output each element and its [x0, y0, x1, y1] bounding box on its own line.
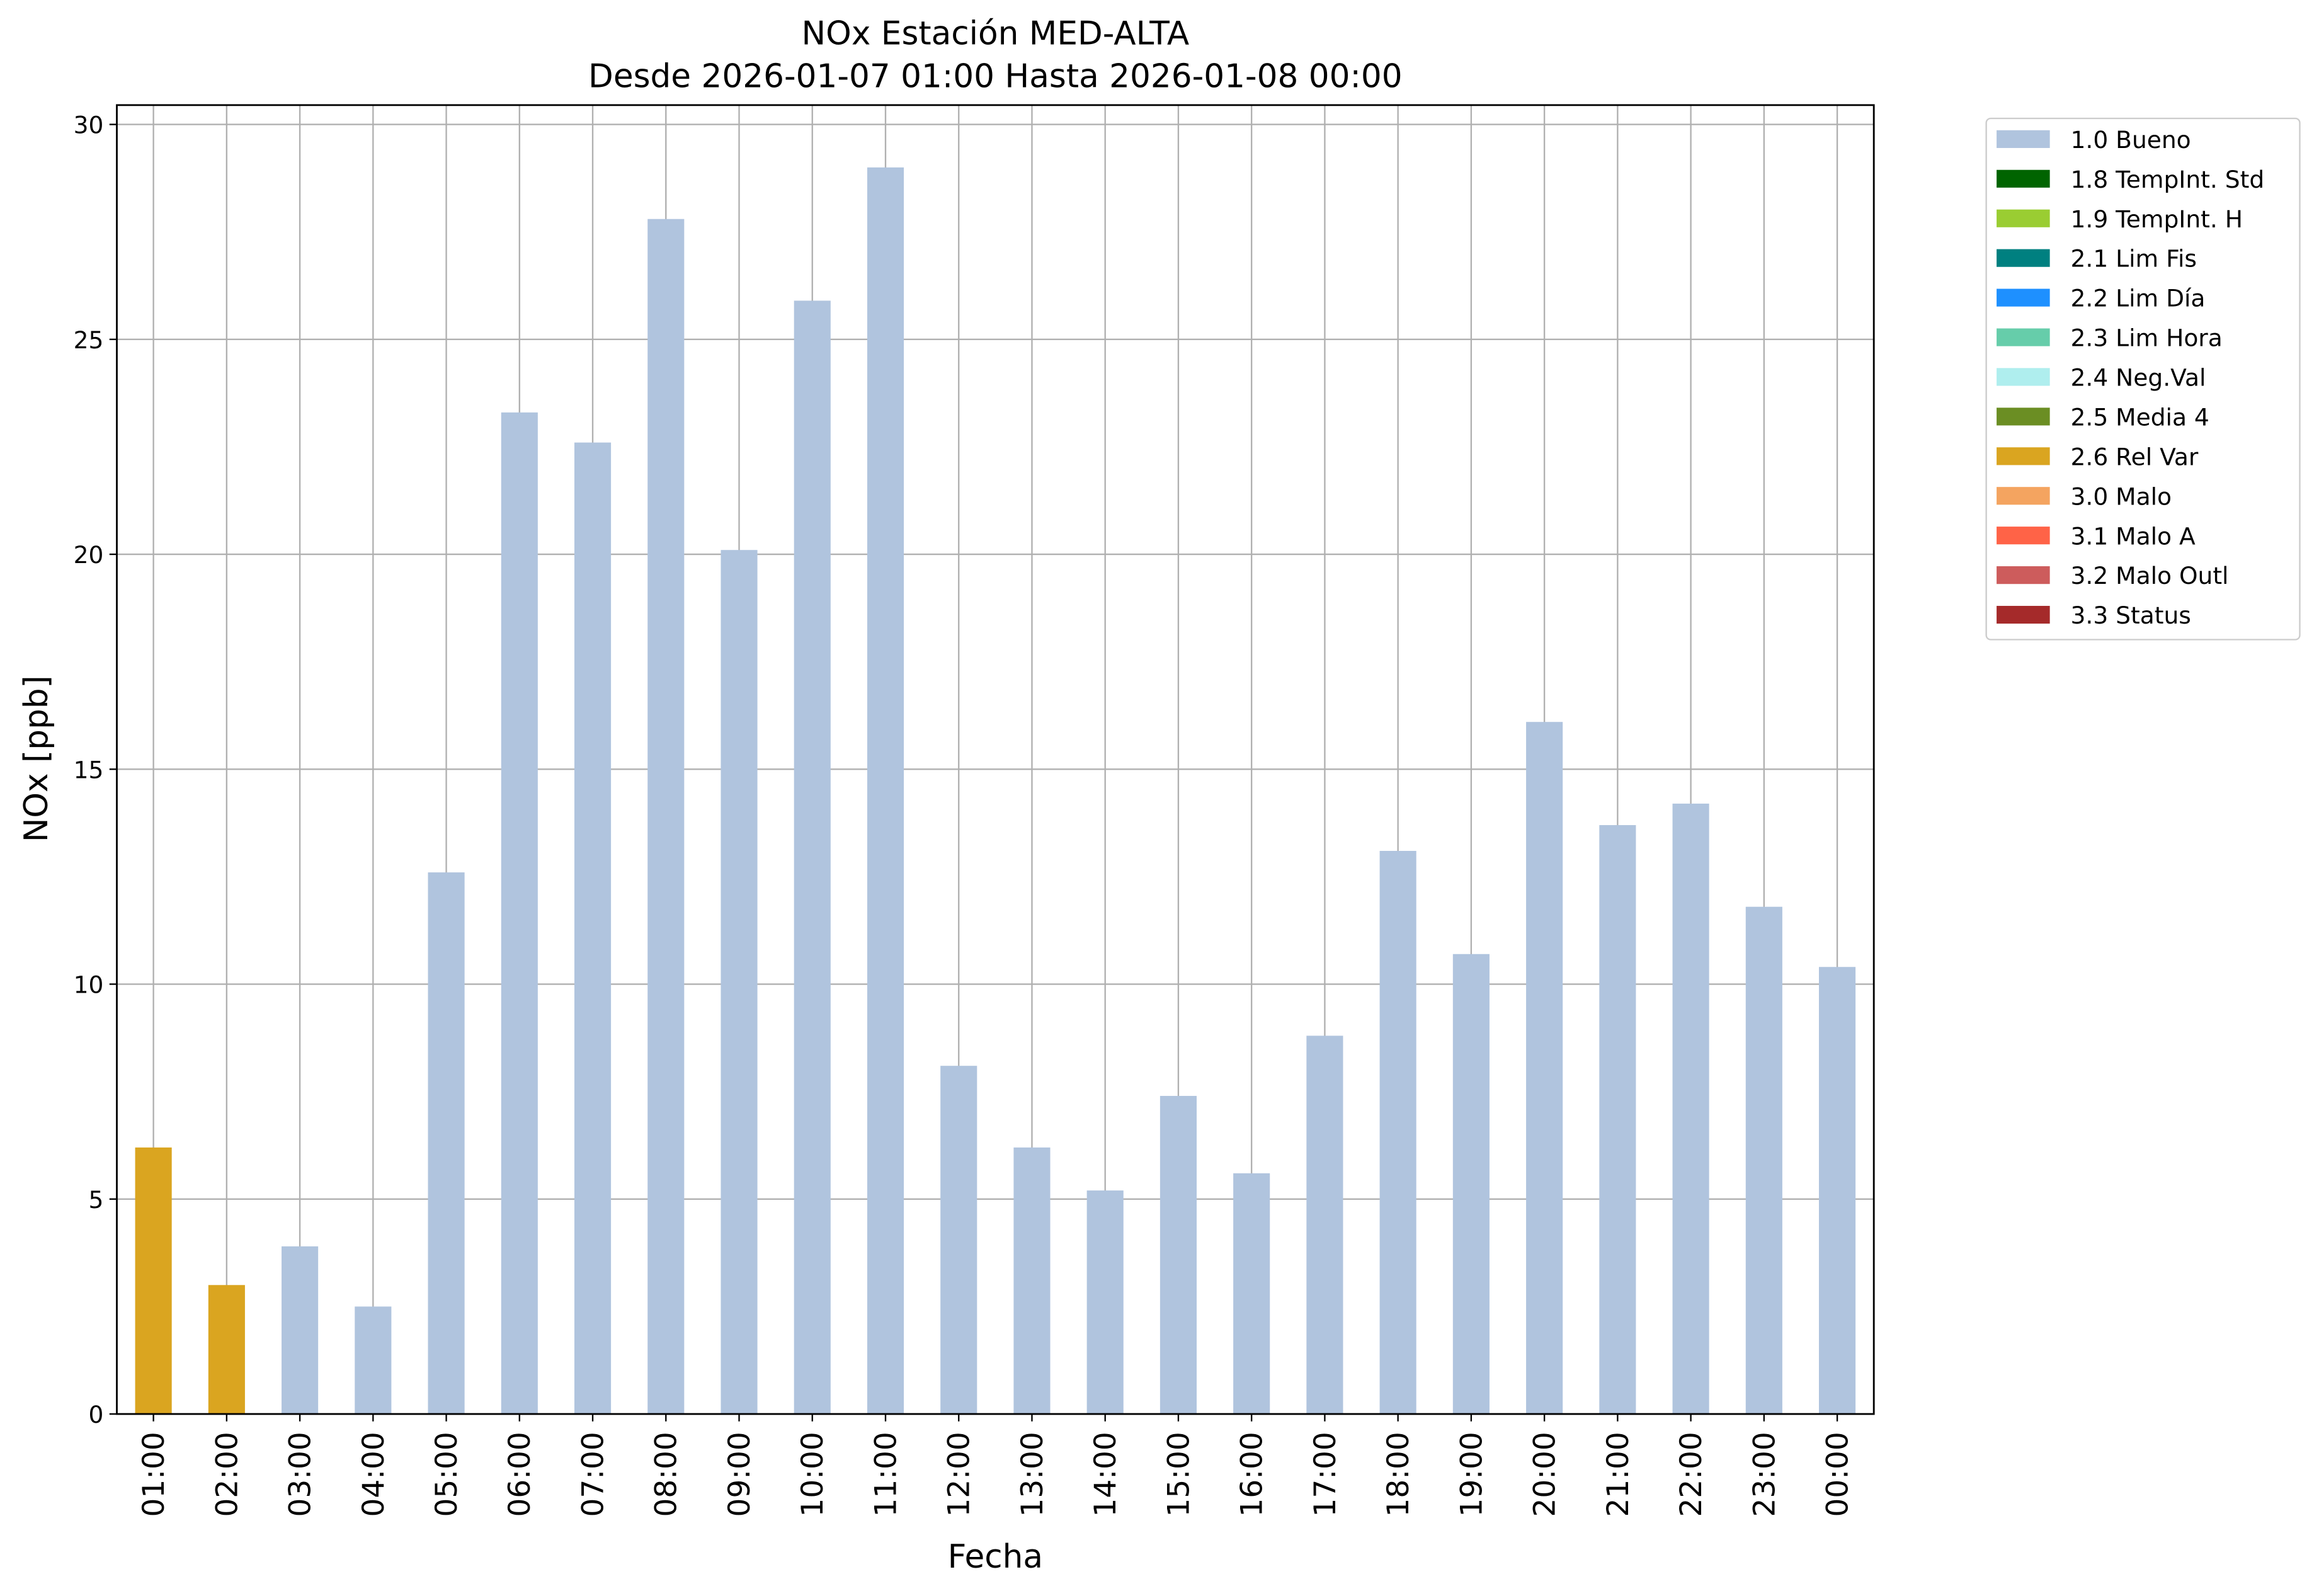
x-tick-label: 05:00	[430, 1432, 464, 1517]
legend-swatch	[1997, 368, 2050, 386]
x-tick-label: 15:00	[1161, 1432, 1196, 1517]
x-tick-label: 12:00	[942, 1432, 977, 1517]
legend-swatch	[1997, 566, 2050, 584]
legend-swatch	[1997, 209, 2050, 227]
legend-label: 2.3 Lim Hora	[2071, 324, 2223, 352]
legend-swatch	[1997, 249, 2050, 267]
legend-swatch	[1997, 288, 2050, 307]
x-axis-label: Fecha	[948, 1538, 1043, 1576]
legend-label: 2.2 Lim Día	[2071, 285, 2206, 312]
x-tick-label: 11:00	[869, 1432, 903, 1517]
x-tick-label: 19:00	[1454, 1432, 1489, 1517]
bar	[1013, 1147, 1051, 1415]
bar	[1526, 722, 1563, 1415]
bar	[867, 167, 904, 1415]
x-tick-label: 13:00	[1015, 1432, 1050, 1517]
legend-swatch	[1997, 487, 2050, 505]
x-tick-label: 18:00	[1381, 1432, 1416, 1517]
x-tick-label: 14:00	[1088, 1432, 1123, 1517]
y-tick-label: 10	[74, 971, 104, 999]
x-tick-label: 22:00	[1674, 1432, 1709, 1517]
x-tick-label: 17:00	[1308, 1432, 1343, 1517]
legend-swatch	[1997, 605, 2050, 624]
bar	[1160, 1095, 1197, 1415]
bar	[282, 1246, 319, 1415]
legend-swatch	[1997, 447, 2050, 465]
bar	[1233, 1173, 1270, 1415]
bar	[574, 442, 612, 1415]
x-tick-label: 01:00	[137, 1432, 171, 1517]
x-tick-label: 04:00	[356, 1432, 391, 1517]
legend-label: 2.4 Neg.Val	[2071, 364, 2206, 392]
x-tick-label: 00:00	[1821, 1432, 1855, 1517]
x-tick-label: 08:00	[649, 1432, 684, 1517]
legend-label: 3.0 Malo	[2071, 482, 2172, 510]
bar	[1599, 825, 1636, 1415]
x-tick-label: 07:00	[576, 1432, 610, 1517]
bar	[1379, 850, 1416, 1415]
y-axis-label: NOx [ppb]	[18, 675, 55, 842]
legend-label: 1.0 Bueno	[2071, 126, 2191, 154]
legend-swatch	[1997, 408, 2050, 426]
legend-label: 2.1 Lim Fis	[2071, 245, 2197, 273]
x-tick-label: 21:00	[1601, 1432, 1636, 1517]
plot-frame	[116, 104, 1875, 1415]
bar	[1452, 954, 1490, 1415]
legend-label: 3.1 Malo A	[2071, 522, 2196, 550]
chart-title: NOx Estación MED-ALTA	[802, 15, 1190, 53]
legend-swatch	[1997, 527, 2050, 545]
legend-label: 3.2 Malo Outl	[2071, 562, 2229, 590]
legend-label: 2.5 Media 4	[2071, 403, 2209, 431]
legend-swatch	[1997, 130, 2050, 148]
bar	[428, 872, 465, 1415]
y-tick-label: 15	[74, 756, 104, 784]
bar	[1745, 906, 1782, 1415]
x-tick-label: 03:00	[283, 1432, 318, 1517]
x-tick-label: 10:00	[795, 1432, 830, 1517]
chart-subtitle: Desde 2026-01-07 01:00 Hasta 2026-01-08 …	[588, 58, 1403, 96]
y-tick-label: 30	[74, 111, 104, 139]
y-tick-label: 0	[88, 1401, 103, 1428]
bar	[1086, 1190, 1124, 1415]
bar	[135, 1147, 172, 1415]
x-tick-label: 16:00	[1235, 1432, 1270, 1517]
legend-label: 3.3 Status	[2071, 601, 2191, 629]
y-tick-label: 25	[74, 326, 104, 354]
bar	[208, 1285, 245, 1415]
bar	[940, 1066, 977, 1415]
bar	[721, 550, 758, 1415]
legend-swatch	[1997, 328, 2050, 346]
x-tick-label: 06:00	[503, 1432, 537, 1517]
legend-box	[1985, 117, 2301, 641]
x-tick-label: 09:00	[722, 1432, 757, 1517]
bar	[794, 300, 831, 1415]
y-tick-label: 20	[74, 541, 104, 569]
bar	[647, 219, 685, 1415]
bar	[1819, 967, 1856, 1415]
y-tick-label: 5	[88, 1186, 103, 1214]
bar	[1672, 803, 1709, 1415]
legend-label: 1.8 TempInt. Std	[2071, 166, 2265, 193]
bar	[501, 412, 538, 1415]
x-tick-label: 02:00	[210, 1432, 244, 1517]
legend-label: 2.6 Rel Var	[2071, 443, 2199, 470]
x-tick-label: 20:00	[1528, 1432, 1563, 1517]
bar	[355, 1306, 392, 1415]
x-tick-label: 23:00	[1747, 1432, 1782, 1517]
bar	[1306, 1035, 1343, 1415]
legend-label: 1.9 TempInt. H	[2071, 205, 2243, 233]
legend-swatch	[1997, 169, 2050, 188]
